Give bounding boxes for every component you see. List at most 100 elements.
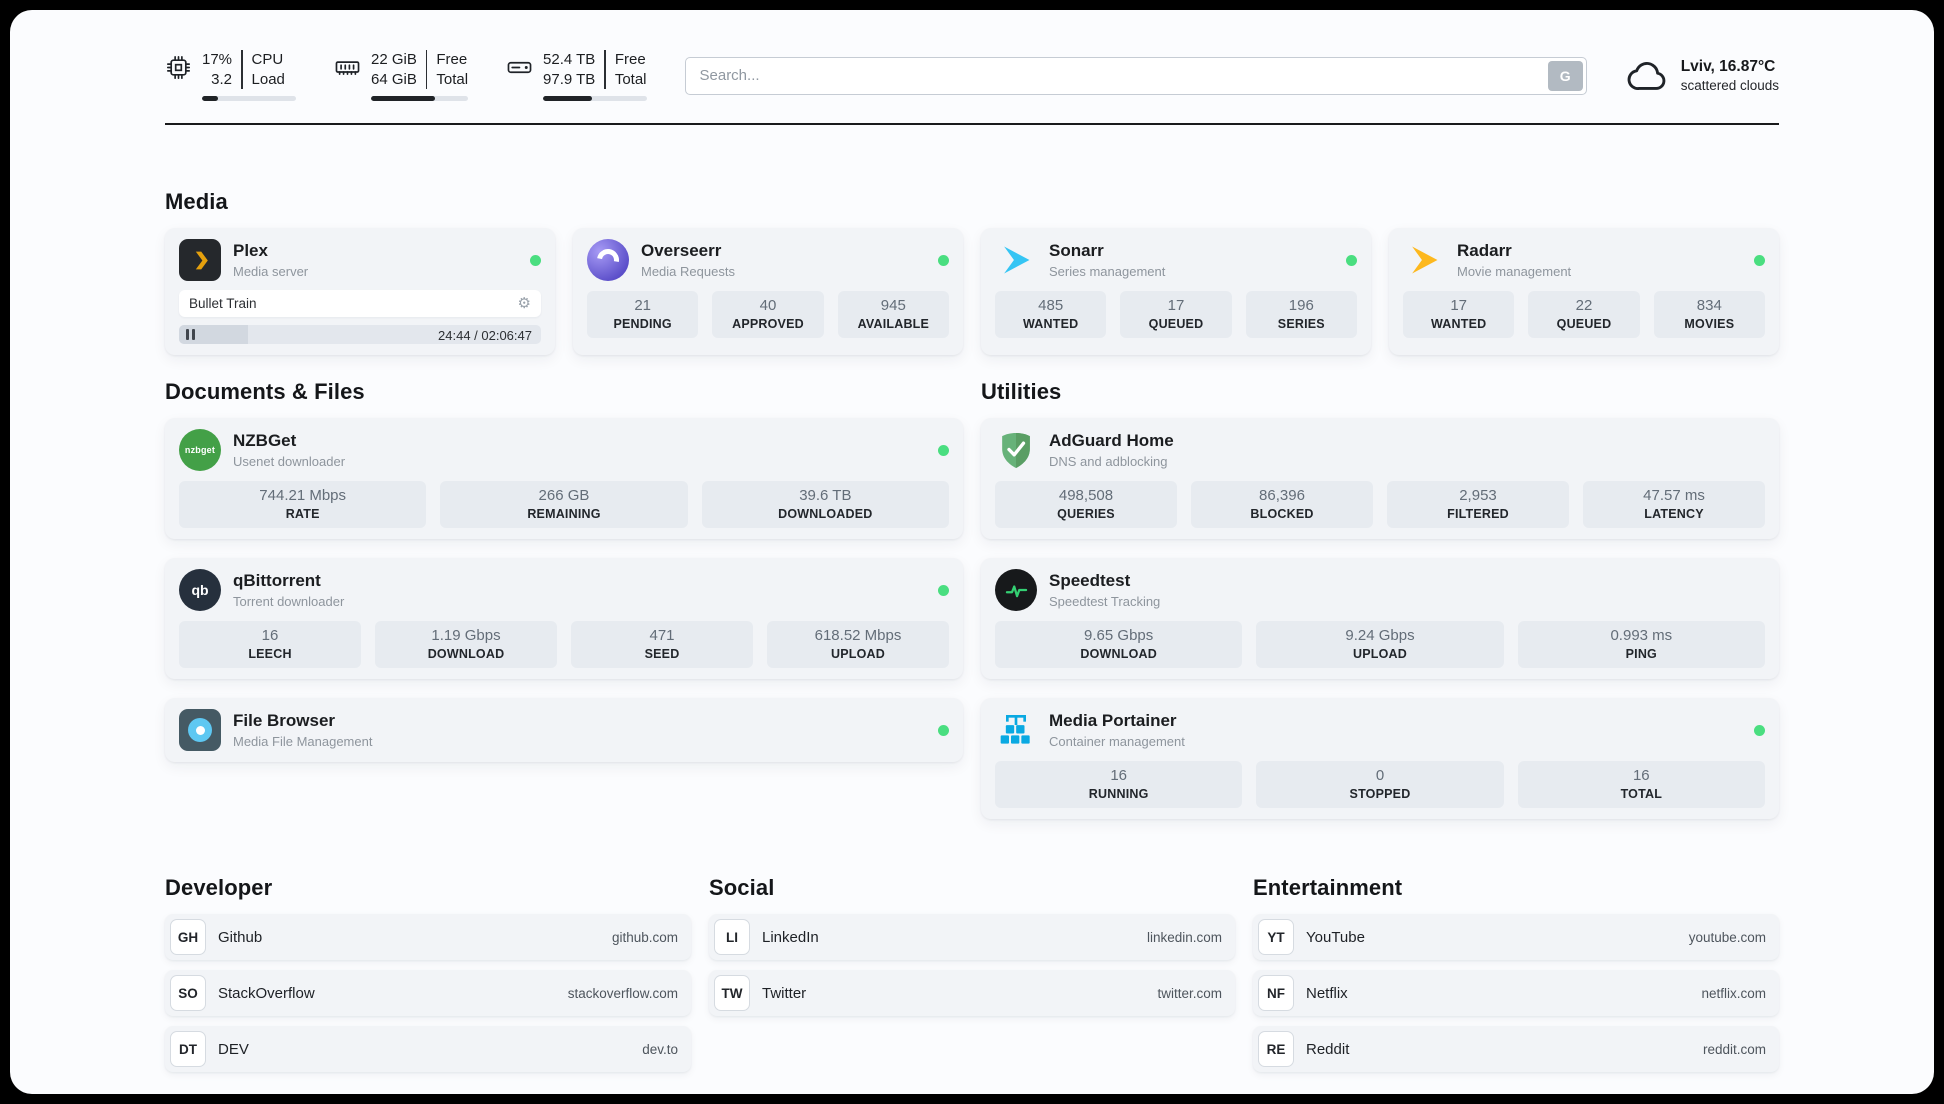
stat-label: PENDING [613,317,672,331]
playback-time: 24:44 / 02:06:47 [438,327,532,343]
bookmark-name: LinkedIn [762,928,819,946]
search-input[interactable] [684,56,1587,95]
stat-value: 0.993 ms [1610,627,1673,644]
stat-value: 21 [634,297,651,314]
bookmark-name: Reddit [1306,1040,1350,1058]
stat-label: DOWNLOAD [427,647,505,661]
status-dot [938,444,949,456]
weather-condition: scattered clouds [1680,78,1779,93]
app-card-speedtest[interactable]: Speedtest Speedtest Tracking 9.65 Gbps D… [981,558,1779,679]
stat-value: 16 [1632,767,1650,784]
bookmark-youtube[interactable]: YT YouTube youtube.com [1253,914,1779,960]
stat-value: 1.19 Gbps [431,627,501,644]
now-playing-title: Bullet Train [189,296,257,311]
stat-label: UPLOAD [1353,647,1407,661]
app-name: Media Portainer [1049,711,1177,730]
section-title-utilities: Utilities [981,379,1062,404]
stat-label: STOPPED [1349,787,1411,801]
stat-value: 498,508 [1058,487,1114,504]
bookmark-name: DEV [218,1040,249,1058]
app-card-overseerr[interactable]: Overseerr Media Requests 21 PENDING 40 A… [573,228,963,355]
qbittorrent-icon: qb [179,569,221,611]
app-name: Sonarr [1049,241,1104,260]
stat-value: 2,953 [1459,487,1497,504]
app-subtitle: Media File Management [233,734,373,749]
app-name: File Browser [233,711,336,730]
bookmark-url: netflix.com [1701,985,1766,1001]
stat-label: MOVIES [1684,317,1735,331]
stat-value: 47.57 ms [1643,487,1705,504]
stat-tile: 17 QUEUED [1120,291,1232,338]
stat-label: PING [1625,647,1657,661]
app-name: Overseerr [641,241,722,260]
divider [604,50,606,89]
app-card-sonarr[interactable]: Sonarr Series management 485 WANTED 17 Q… [981,228,1371,355]
bookmark-name: Github [218,928,263,946]
bookmark-twitter[interactable]: TW Twitter twitter.com [709,970,1235,1016]
bookmark-badge: RE [1258,1031,1294,1067]
app-subtitle: Speedtest Tracking [1049,594,1161,609]
stat-tile: 47.57 ms LATENCY [1583,481,1765,528]
bookmark-badge: GH [170,919,206,955]
sonarr-icon [995,239,1037,281]
stat-label: LATENCY [1644,507,1704,521]
bookmark-stackoverflow[interactable]: SO StackOverflow stackoverflow.com [165,970,691,1016]
speedtest-icon [995,569,1037,611]
bookmark-reddit[interactable]: RE Reddit reddit.com [1253,1026,1779,1072]
app-subtitle: Media server [233,264,309,279]
app-card-filebrowser[interactable]: File Browser Media File Management [165,698,963,762]
bookmark-badge: YT [1258,919,1294,955]
app-subtitle: Usenet downloader [233,454,346,469]
app-card-nzbget[interactable]: nzbget NZBGet Usenet downloader 744.21 M… [165,418,963,539]
stat-label: APPROVED [732,317,804,331]
top-bar: 17% 3.2 CPU Load [165,50,1779,101]
bookmark-group-entertainment: Entertainment YT YouTube youtube.com NF … [1253,875,1779,1082]
stat-tile: 17 WANTED [1403,291,1515,338]
cloud-icon [1627,61,1666,90]
gear-icon[interactable]: ⚙ [517,295,531,312]
app-card-radarr[interactable]: Radarr Movie management 17 WANTED 22 QUE… [1389,228,1779,355]
disk-usage-widget: 52.4 TB 97.9 TB Free Total [506,50,647,101]
portainer-icon [995,709,1037,751]
stat-value: 17 [1450,297,1467,314]
bookmark-dev[interactable]: DT DEV dev.to [165,1026,691,1072]
disk-free-label: Free [614,51,646,68]
bookmark-github[interactable]: GH Github github.com [165,914,691,960]
search-engine-button[interactable]: G [1547,60,1583,91]
status-dot [530,254,541,266]
app-card-plex[interactable]: Plex Media server Bullet Train ⚙ 24:44 /… [165,228,555,355]
playback-progress-bar[interactable]: 24:44 / 02:06:47 [179,325,541,344]
app-subtitle: Container management [1049,734,1185,749]
bookmark-linkedin[interactable]: LI LinkedIn linkedin.com [709,914,1235,960]
status-dot [938,724,949,736]
app-card-portainer[interactable]: Media Portainer Container management 16 … [981,698,1779,819]
dashboard-window: 17% 3.2 CPU Load [10,10,1934,1094]
stat-value: 22 [1575,297,1593,314]
stat-value: 16 [1110,767,1127,784]
stat-value: 0 [1375,767,1385,784]
stat-value: 945 [880,297,906,314]
ram-usage-widget: 22 GiB 64 GiB Free Total [334,50,469,101]
stat-label: DOWNLOAD [1080,647,1157,661]
app-name: Radarr [1457,241,1512,260]
stat-tile: 16 RUNNING [995,761,1243,808]
stat-tile: 22 QUEUED [1528,291,1640,338]
stat-label: REMAINING [527,507,601,521]
stat-value: 17 [1167,297,1185,314]
app-card-qbittorrent[interactable]: qb qBittorrent Torrent downloader 16 LEE… [165,558,963,679]
section-title-social: Social [709,875,775,900]
stat-value: 471 [649,627,675,644]
plex-icon [179,239,221,281]
bookmark-netflix[interactable]: NF Netflix netflix.com [1253,970,1779,1016]
status-dot [938,584,949,596]
stat-tile: 485 WANTED [995,291,1107,338]
app-card-adguard[interactable]: AdGuard Home DNS and adblocking 498,508 … [981,418,1779,539]
stat-value: 485 [1038,297,1064,314]
pause-icon[interactable] [186,329,195,340]
divider [425,50,428,89]
stat-tile: 1.19 Gbps DOWNLOAD [375,621,557,668]
ram-progress-bar [371,96,469,101]
section-utilities: Utilities AdGu [981,379,1779,819]
header-divider [165,123,1779,125]
stat-label: QUEUED [1148,317,1204,331]
